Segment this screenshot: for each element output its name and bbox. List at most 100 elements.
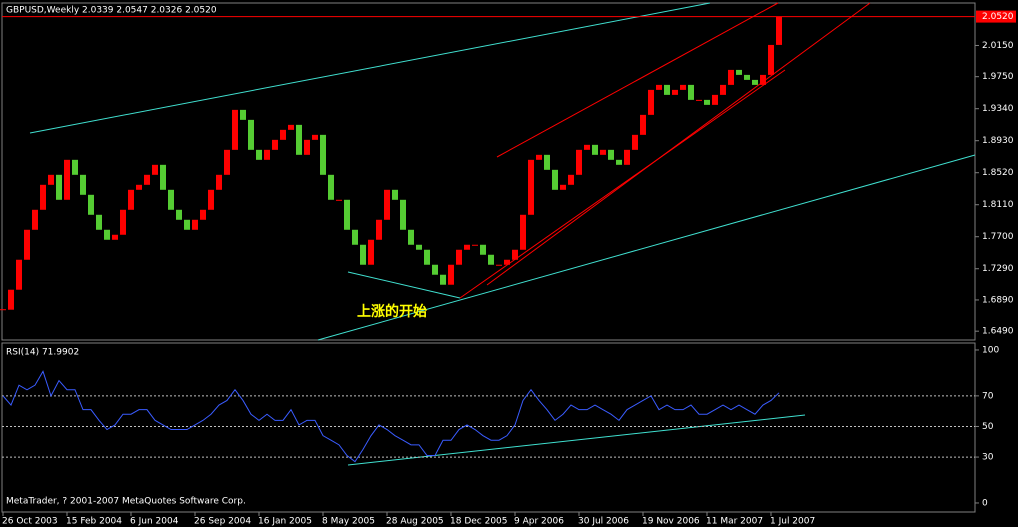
trendline (317, 154, 976, 341)
candle (560, 184, 566, 190)
candle (8, 289, 14, 310)
candle (88, 194, 94, 215)
price-panel (1, 2, 976, 341)
candle (664, 84, 670, 95)
candle (376, 219, 382, 240)
candle (368, 239, 374, 265)
trendline (29, 2, 711, 134)
candle (304, 139, 310, 155)
y-tick-label: 1.9750 (982, 72, 1014, 82)
candle (512, 249, 518, 260)
candle (200, 209, 206, 220)
candle (568, 174, 574, 185)
candle (32, 209, 38, 230)
candle (776, 16, 782, 45)
y-tick-label: 2.0150 (982, 41, 1014, 51)
y-tick-label: 100 (982, 345, 999, 355)
candle (232, 109, 238, 150)
candle (240, 109, 246, 120)
candle (600, 149, 606, 155)
candle (768, 44, 774, 75)
rsi-line (2, 370, 780, 463)
candle (696, 99, 702, 101)
candle (392, 189, 398, 200)
y-tick-label: 1.6490 (982, 327, 1014, 337)
y-tick-label: 0 (982, 498, 988, 508)
x-tick-label: 26 Sep 2004 (194, 517, 251, 527)
candle (704, 99, 710, 105)
candle (576, 149, 582, 175)
candle (320, 134, 326, 175)
candle (48, 174, 54, 185)
candle (112, 234, 118, 240)
candle (256, 149, 262, 160)
y-tick-label: 1.8520 (982, 168, 1014, 178)
candle (536, 154, 542, 160)
candle (296, 124, 302, 155)
candle (168, 189, 174, 210)
candle (400, 199, 406, 230)
y-tick-label: 50 (982, 422, 994, 432)
candle (176, 209, 182, 220)
candle (520, 214, 526, 250)
candle (272, 139, 278, 150)
x-tick-label: 8 May 2005 (322, 517, 375, 527)
x-tick-label: 18 Dec 2005 (450, 517, 508, 527)
y-tick-label: 1.9340 (982, 104, 1014, 114)
candle (72, 159, 78, 175)
trendline (459, 69, 786, 299)
x-tick-label: 1 Jul 2007 (770, 517, 815, 527)
candle (760, 74, 766, 85)
candle (344, 199, 350, 230)
candle (624, 149, 630, 165)
y-tick-label: 1.6890 (982, 295, 1014, 305)
candle (120, 209, 126, 235)
rsi-trendline (347, 414, 806, 466)
trendline (486, 2, 871, 286)
rsi-title: RSI(14) 71.9902 (6, 348, 79, 358)
candle (736, 69, 742, 75)
candle (640, 114, 646, 135)
candle (336, 199, 342, 201)
candle (672, 89, 678, 95)
candle (688, 84, 694, 100)
candle (80, 174, 86, 195)
candle (128, 189, 134, 210)
candle (432, 264, 438, 275)
candle (680, 84, 686, 90)
candle (152, 164, 158, 175)
candle (104, 229, 110, 240)
candle (448, 264, 454, 285)
candle (592, 144, 598, 155)
candle (488, 254, 494, 265)
candle (616, 159, 622, 165)
trendlines (29, 2, 976, 466)
x-tick-label: 19 Nov 2006 (642, 517, 700, 527)
candle (648, 89, 654, 115)
footer: MetaTrader, ? 2001-2007 MetaQuotes Softw… (6, 497, 246, 507)
candle (496, 264, 502, 266)
candle (552, 169, 558, 190)
candle (328, 174, 334, 200)
candle (528, 159, 534, 215)
x-tick-label: 6 Jun 2004 (130, 517, 179, 527)
rsi-panel (1, 342, 976, 513)
y-tick-label: 70 (982, 391, 994, 401)
candle (752, 79, 758, 85)
current-price-box (976, 10, 1016, 23)
y-tick-label: 30 (982, 453, 994, 463)
x-tick-label: 30 Jul 2006 (578, 517, 629, 527)
candle (656, 84, 662, 90)
candle (216, 174, 222, 190)
candle (360, 244, 366, 265)
x-tick-label: 11 Mar 2007 (706, 517, 763, 527)
candle (136, 184, 142, 190)
candle (544, 154, 550, 170)
x-tick-label: 9 Apr 2006 (514, 517, 564, 527)
candle (480, 244, 486, 255)
current-price-label: 2.0520 (982, 12, 1014, 22)
x-tick-label: 26 Oct 2003 (2, 517, 58, 527)
candle (632, 134, 638, 150)
trendline (347, 271, 461, 299)
